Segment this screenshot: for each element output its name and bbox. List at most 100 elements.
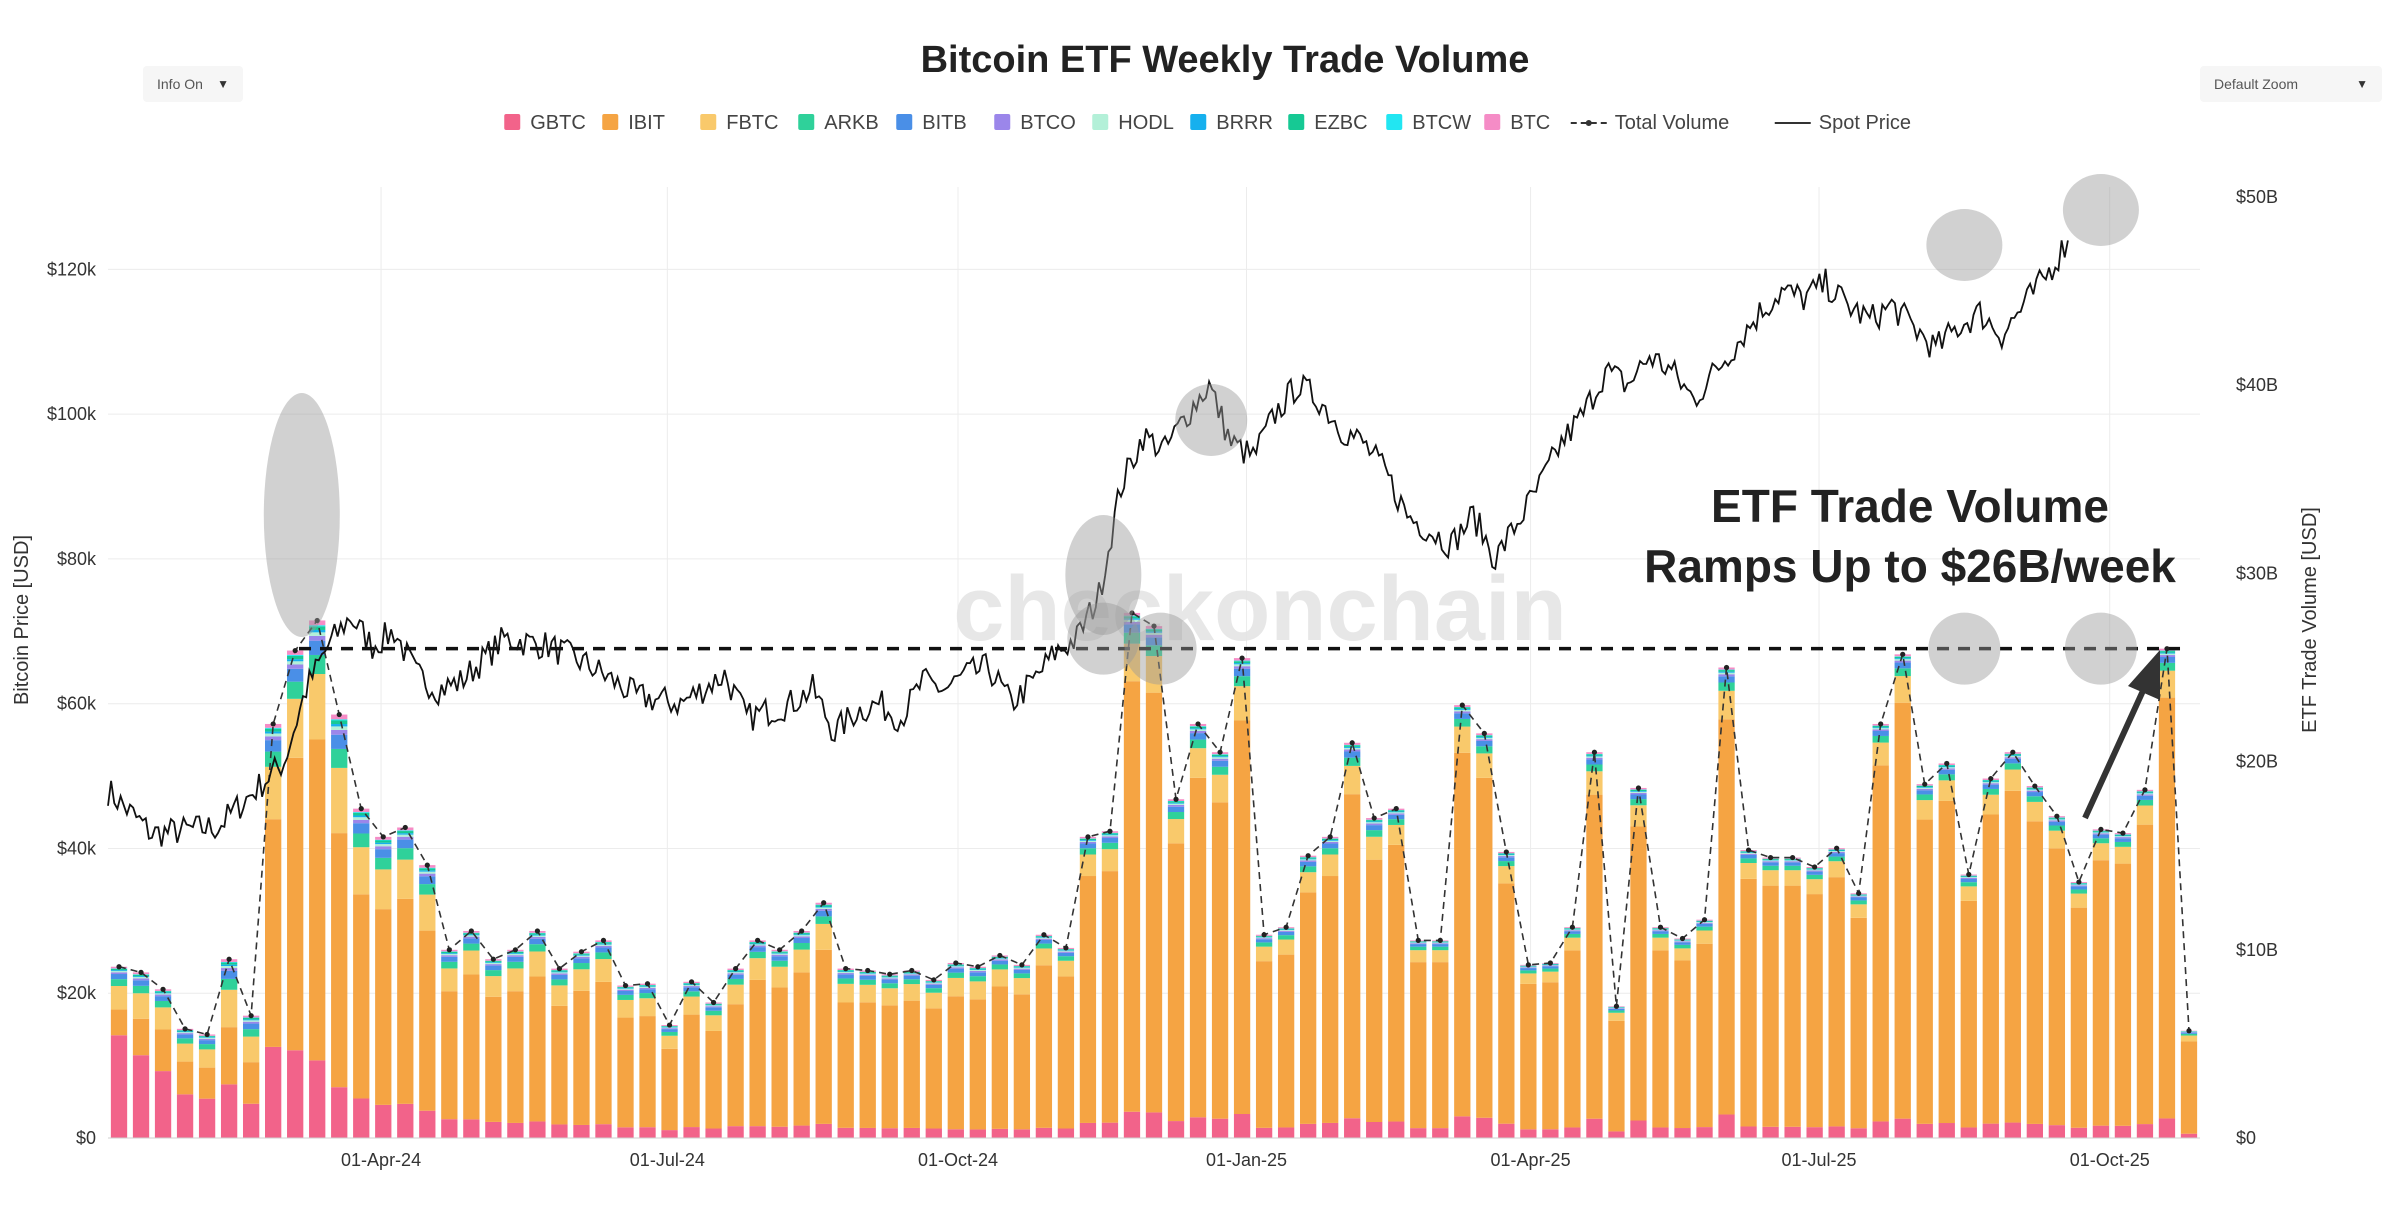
bar-segment-bitb	[2049, 822, 2065, 826]
bar-stack	[1146, 626, 1162, 1138]
bar-segment-bitb	[882, 980, 898, 984]
legend-label: FBTC	[726, 112, 778, 134]
bar-stack	[1917, 784, 1933, 1138]
legend-swatch	[994, 114, 1010, 130]
total-volume-point	[337, 712, 342, 717]
bar-segment-fbtc	[1036, 948, 1052, 965]
bar-segment-arkb	[199, 1044, 215, 1049]
bar-segment-ibit	[838, 1002, 854, 1127]
bar-segment-arkb	[441, 962, 457, 969]
total-volume-point	[447, 947, 452, 952]
bar-segment-bitb	[617, 991, 633, 995]
bar-segment-ibit	[1873, 765, 1889, 1121]
bar-stack	[1256, 935, 1272, 1138]
bar-segment-brrr	[243, 1019, 259, 1020]
bar-segment-ibit	[353, 894, 369, 1098]
bar-stack	[1806, 867, 1822, 1138]
bar-segment-btco	[2093, 833, 2109, 834]
bar-segment-gbtc	[1124, 1112, 1140, 1138]
y-left-tick-label: $80k	[57, 549, 97, 569]
total-volume-point	[2098, 827, 2103, 832]
bar-segment-fbtc	[375, 869, 391, 909]
bar-segment-bitb	[1190, 733, 1206, 739]
bar-segment-arkb	[529, 944, 545, 951]
bar-segment-btco	[551, 973, 567, 974]
bar-segment-fbtc	[1168, 819, 1184, 843]
bar-segment-btco	[683, 986, 699, 987]
bar-segment-brrr	[683, 984, 699, 985]
bar-segment-gbtc	[816, 1124, 832, 1138]
bar-segment-gbtc	[1454, 1116, 1470, 1138]
bar-stack	[1895, 654, 1911, 1138]
bar-segment-arkb	[463, 944, 479, 951]
bar-stack	[419, 865, 435, 1138]
bar-segment-hodl	[1630, 792, 1646, 793]
total-volume-point	[821, 900, 826, 905]
bar-segment-btco	[2049, 820, 2065, 821]
bar-segment-bitb	[926, 985, 942, 988]
total-volume-point	[1878, 721, 1883, 726]
bar-segment-fbtc	[1917, 800, 1933, 819]
bar-segment-fbtc	[727, 985, 743, 1005]
total-volume-point	[1019, 962, 1024, 967]
bar-segment-ibit	[1300, 892, 1316, 1123]
bar-segment-brrr	[1454, 709, 1470, 710]
y-left-tick-label: $0	[76, 1128, 96, 1148]
total-volume-point	[2032, 783, 2037, 788]
bar-segment-gbtc	[639, 1127, 655, 1138]
bar-segment-brrr	[1102, 834, 1118, 835]
bar-segment-bitb	[1212, 761, 1228, 767]
bar-segment-btco	[1234, 666, 1250, 668]
bar-segment-bitb	[177, 1034, 193, 1038]
bar-segment-hodl	[1806, 870, 1822, 871]
bar-segment-ibit	[155, 1029, 171, 1071]
bar-stack	[1388, 809, 1404, 1138]
bar-segment-brrr	[1917, 787, 1933, 788]
bar-segment-brrr	[1300, 859, 1316, 860]
highlight-circle	[1125, 613, 1197, 685]
bar-stack	[1454, 705, 1470, 1138]
bar-segment-brrr	[221, 965, 237, 966]
bar-segment-hodl	[1212, 757, 1228, 759]
bar-segment-arkb	[661, 1032, 677, 1036]
bar-segment-gbtc	[243, 1104, 259, 1138]
bar-segment-btcw	[221, 962, 237, 963]
bar-segment-btcw	[397, 830, 413, 831]
bar-segment-gbtc	[727, 1126, 743, 1138]
bar-stack	[2093, 829, 2109, 1138]
bar-segment-ibit	[1080, 876, 1096, 1123]
bar-segment-bitb	[1366, 825, 1382, 830]
bar-segment-gbtc	[1630, 1120, 1646, 1138]
bar-stack	[309, 620, 325, 1138]
total-volume-point	[2076, 879, 2081, 884]
total-volume-point	[1856, 891, 1861, 896]
total-volume-point	[1592, 750, 1597, 755]
bar-segment-arkb	[309, 655, 325, 674]
bar-segment-ibit	[860, 1002, 876, 1128]
bar-segment-hodl	[1476, 738, 1492, 739]
bar-segment-btco	[882, 978, 898, 979]
bar-segment-gbtc	[1564, 1127, 1580, 1138]
bar-stack	[1718, 668, 1734, 1139]
bar-stack	[1740, 850, 1756, 1138]
legend-label: EZBC	[1314, 112, 1367, 134]
bar-segment-arkb	[155, 1001, 171, 1007]
total-volume-point	[1988, 776, 1993, 781]
bar-segment-bitb	[1939, 770, 1955, 774]
bar-segment-brrr	[441, 953, 457, 954]
bar-segment-arkb	[970, 976, 986, 981]
bar-segment-brrr	[727, 971, 743, 972]
bar-segment-fbtc	[353, 847, 369, 894]
bar-segment-arkb	[2181, 1034, 2197, 1036]
bar-segment-ibit	[1652, 950, 1668, 1127]
bar-segment-ibit	[1014, 994, 1030, 1129]
bar-segment-arkb	[2027, 796, 2043, 802]
bar-segment-bitb	[419, 876, 435, 884]
bar-stack	[2071, 882, 2087, 1138]
legend-label: ARKB	[824, 112, 878, 134]
zoom-select[interactable]: Default Zoom ▼	[2200, 66, 2382, 102]
info-select[interactable]: Info On ▼	[143, 66, 243, 102]
bar-segment-btco	[199, 1039, 215, 1040]
legend-label: Total Volume	[1615, 112, 1730, 134]
